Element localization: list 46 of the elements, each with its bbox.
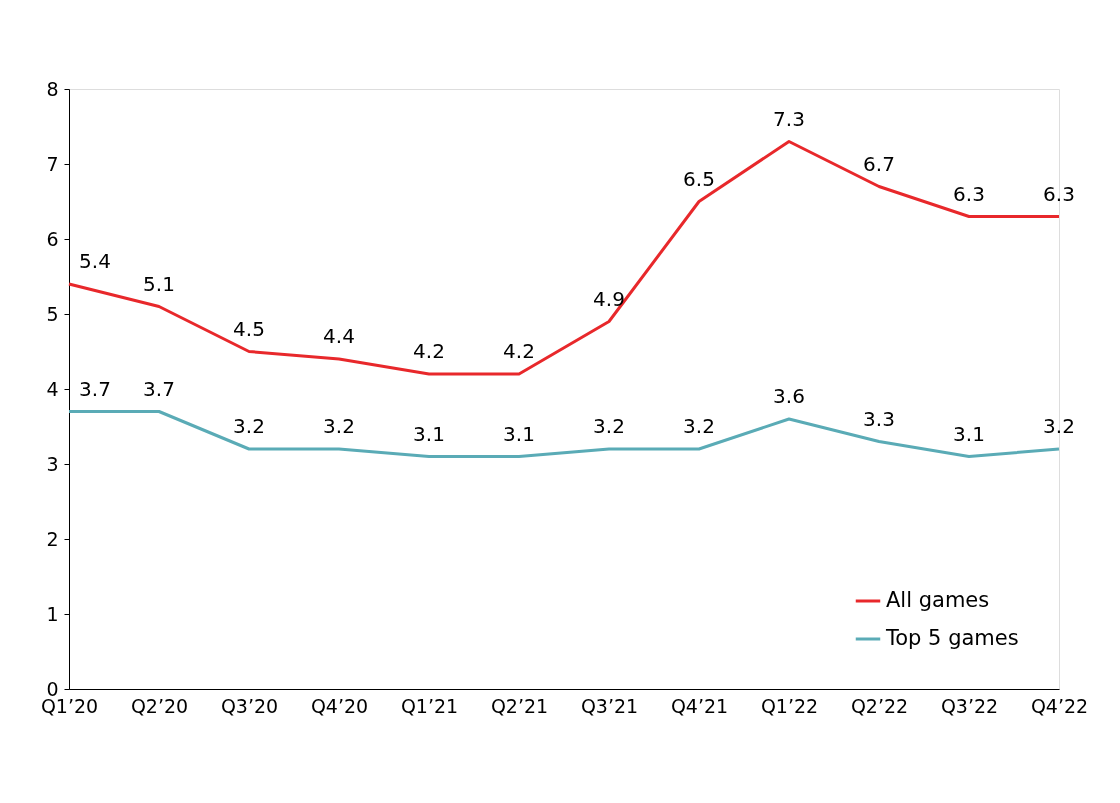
- y-tick-label: 3: [46, 452, 59, 475]
- x-tick-label: Q2’21: [490, 694, 549, 717]
- y-tick-label: 8: [46, 77, 59, 100]
- data-label: 5.1: [143, 271, 175, 296]
- data-label: 3.1: [953, 421, 985, 446]
- data-label: 3.2: [233, 414, 265, 438]
- data-label: 4.5: [233, 316, 265, 341]
- data-label: 3.2: [683, 414, 715, 438]
- y-tick-label: 2: [46, 527, 59, 550]
- x-tick-label: Q3’20: [220, 694, 279, 717]
- data-label: 3.7: [143, 376, 175, 401]
- y-tick-label: 6: [46, 227, 59, 250]
- x-tick-label: Q4’21: [670, 694, 729, 717]
- data-label: 4.9: [593, 286, 625, 311]
- data-label: 4.4: [323, 324, 355, 348]
- x-tick-label: Q2’20: [130, 694, 189, 717]
- data-label: 7.3: [773, 106, 805, 131]
- y-tick-label: 5: [46, 302, 59, 325]
- y-tick-label: 1: [46, 602, 59, 625]
- data-label: 6.5: [683, 166, 715, 191]
- data-label: 6.7: [863, 151, 895, 176]
- y-tick-label: 0: [46, 677, 59, 700]
- y-tick-label: 4: [46, 377, 59, 400]
- x-tick-label: Q1’21: [400, 694, 459, 717]
- x-tick-label: Q4’22: [1030, 694, 1089, 717]
- data-label: 4.2: [503, 339, 535, 363]
- x-tick-label: Q4’20: [310, 694, 369, 717]
- data-label: 6.3: [953, 181, 985, 206]
- data-label: 3.2: [593, 414, 625, 438]
- y-tick-label: 7: [46, 152, 59, 175]
- data-label: 3.7: [79, 376, 111, 401]
- x-tick-label: Q1’22: [760, 694, 819, 717]
- data-label: 4.2: [413, 339, 445, 363]
- legend-label: All games: [886, 588, 990, 612]
- data-label: 3.3: [863, 406, 895, 431]
- data-label: 3.6: [773, 384, 805, 408]
- data-label: 3.2: [323, 414, 355, 438]
- data-label: 5.4: [79, 249, 111, 273]
- x-tick-label: Q3’21: [580, 694, 639, 717]
- legend-label: Top 5 games: [885, 626, 1019, 650]
- x-tick-label: Q3’22: [940, 694, 999, 717]
- data-label: 6.3: [1043, 181, 1075, 206]
- data-label: 3.1: [503, 421, 535, 446]
- data-label: 3.1: [413, 421, 445, 446]
- data-label: 3.2: [1043, 414, 1075, 438]
- x-tick-label: Q2’22: [850, 694, 909, 717]
